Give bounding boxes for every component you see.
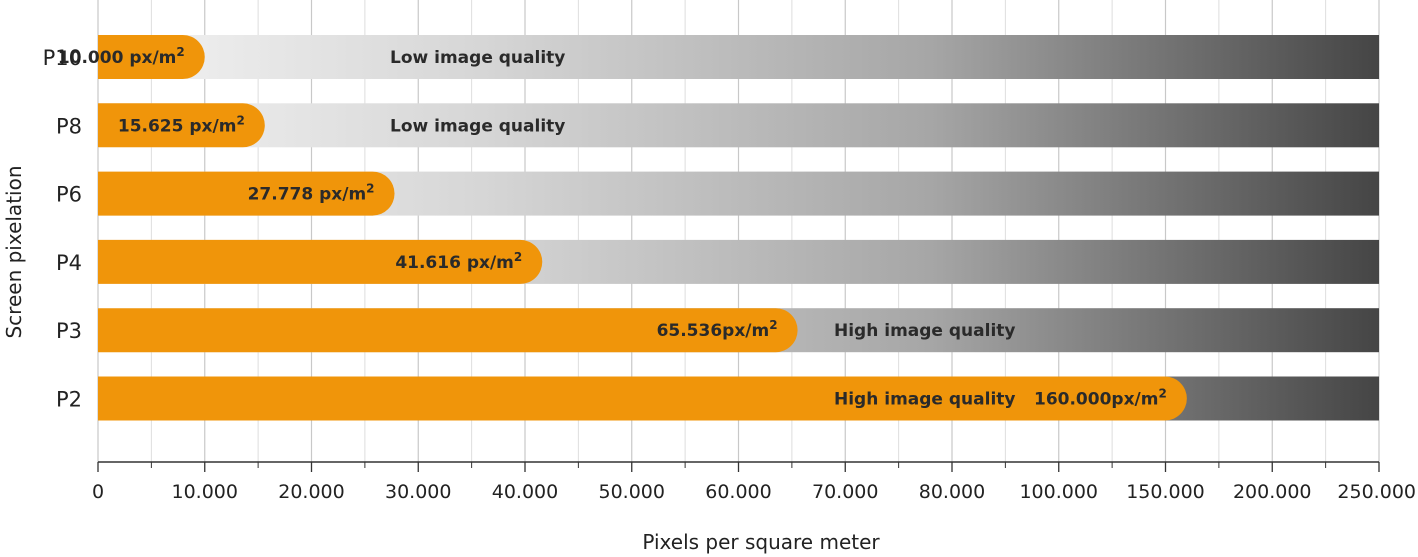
bar-p3 — [98, 308, 798, 353]
category-label-p3: P3 — [56, 319, 82, 343]
category-label-p8: P8 — [56, 114, 82, 138]
value-label-p8: 15.625 px/m2 — [118, 113, 245, 136]
x-tick-label: 60.000 — [705, 481, 771, 503]
x-tick-label: 70.000 — [812, 481, 878, 503]
x-tick-label: 150.000 — [1126, 481, 1205, 503]
bar-p4 — [98, 239, 543, 284]
category-label-p4: P4 — [56, 251, 82, 275]
quality-label-p2: High image quality — [834, 390, 1015, 410]
value-label-p6: 27.778 px/m2 — [248, 182, 375, 205]
x-axis: 0 10.000 20.000 30.000 40.000 50.000 60.000 70.… — [92, 461, 1416, 503]
track-p10 — [98, 35, 1379, 79]
quality-label-p10: Low image quality — [390, 48, 565, 68]
x-tick-label: 0 — [92, 481, 104, 503]
track-p8 — [98, 103, 1379, 148]
x-tick-label: 20.000 — [278, 481, 344, 503]
value-label-p3: 65.536px/m2 — [657, 318, 778, 341]
bar-p8 — [98, 103, 265, 148]
bars — [98, 35, 1187, 421]
category-label-p6: P6 — [56, 183, 82, 207]
bar-p6 — [98, 171, 395, 216]
x-tick-label: 250.000 — [1337, 481, 1416, 503]
value-label-p10: 10.000 px/m2 — [58, 45, 185, 68]
x-tick-label: 10.000 — [172, 481, 238, 503]
x-tick-label: 80.000 — [919, 481, 985, 503]
value-label-p2: 160.000px/m2 — [1034, 387, 1167, 410]
x-axis-title: Pixels per square meter — [642, 530, 880, 554]
bar-labels: 10.000 px/m2 Low image quality 15.625 px/m… — [58, 45, 1167, 410]
y-axis-labels: P10 P8 P6 P4 P3 P2 — [43, 46, 82, 412]
bar-p10 — [98, 35, 205, 79]
category-label-p10: P10 — [43, 46, 82, 70]
quality-label-p8: Low image quality — [390, 116, 565, 136]
x-tick-label: 100.000 — [1019, 481, 1098, 503]
x-tick-label: 30.000 — [385, 481, 451, 503]
x-tick-label: 50.000 — [599, 481, 665, 503]
category-label-p2: P2 — [56, 388, 82, 412]
quality-label-p3: High image quality — [834, 321, 1015, 341]
x-tick-label: 200.000 — [1233, 481, 1312, 503]
x-tick-label: 40.000 — [492, 481, 558, 503]
y-axis-title: Screen pixelation — [2, 165, 26, 338]
bar-p2 — [98, 376, 1187, 421]
value-label-p4: 41.616 px/m2 — [395, 250, 522, 273]
